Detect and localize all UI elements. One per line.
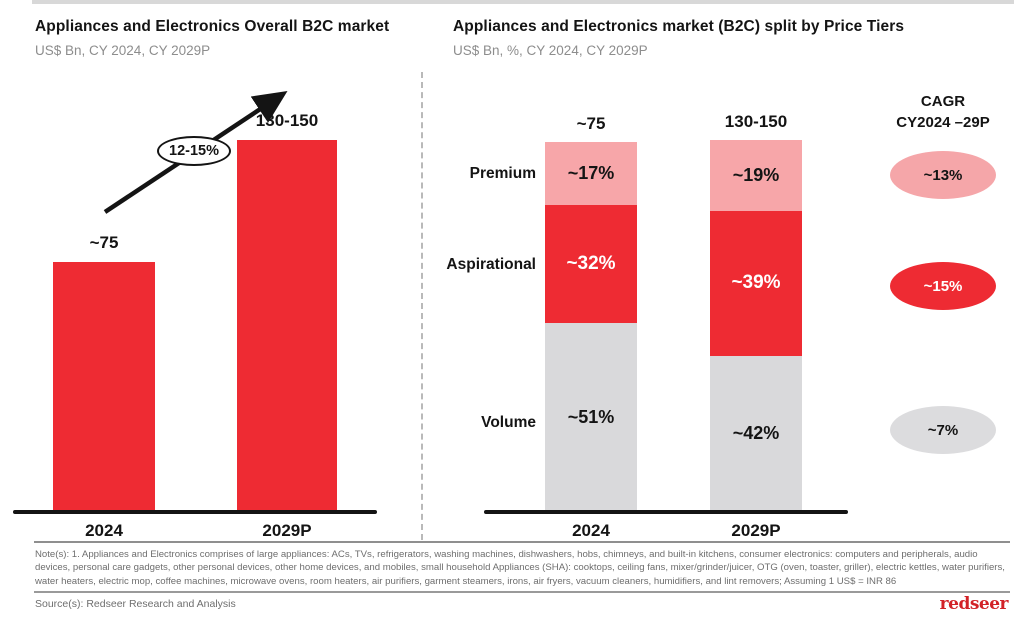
- tier-label-premium: Premium: [469, 165, 536, 182]
- right-axis-label-2029p: 2029P: [731, 521, 781, 540]
- bar-value-2024: ~75: [89, 233, 119, 252]
- bar-value-2029p: 130-150: [255, 111, 319, 130]
- segment-premium-2024: ~17%: [545, 142, 637, 205]
- right-chart-subtitle: US$ Bn, %, CY 2024, CY 2029P: [453, 43, 648, 58]
- footer-rule-top: [34, 541, 1010, 543]
- bar-2029p: [237, 140, 337, 512]
- segment-aspirational-2024: ~32%: [545, 204, 637, 324]
- tier-label-volume: Volume: [481, 414, 536, 431]
- segment-aspirational-2029p: ~39%: [710, 210, 802, 356]
- cagr-header: CAGR CY2024 –29P: [866, 91, 1020, 133]
- stacked-bar-2029p: ~19% ~39% ~42%: [710, 140, 802, 512]
- left-x-axis: [13, 510, 377, 514]
- segment-volume-2029p: ~42%: [710, 355, 802, 512]
- left-chart-subtitle: US$ Bn, CY 2024, CY 2029P: [35, 43, 211, 58]
- redseer-logo: redseer: [939, 594, 1009, 614]
- cagr-badge-volume: ~7%: [890, 406, 996, 454]
- footnote-text: Note(s): 1. Appliances and Electronics c…: [35, 549, 1005, 587]
- growth-rate-badge: 12-15%: [157, 136, 231, 166]
- stack-total-2029p: 130-150: [724, 112, 788, 131]
- footer-rule-bottom: [34, 591, 1010, 593]
- segment-premium-2029p: ~19%: [710, 140, 802, 211]
- cagr-header-line1: CAGR: [920, 93, 966, 110]
- stack-total-2024: ~75: [576, 114, 606, 133]
- bar-2024: [53, 262, 155, 512]
- top-edge-strip: [32, 0, 1014, 4]
- right-chart-title: Appliances and Electronics market (B2C) …: [453, 18, 905, 35]
- cagr-badge-aspirational: ~15%: [890, 262, 996, 310]
- right-axis-label-2024: 2024: [572, 521, 610, 540]
- cagr-badge-premium: ~13%: [890, 151, 996, 199]
- cagr-header-line2: CY2024 –29P: [896, 114, 990, 131]
- right-x-axis: [484, 510, 848, 514]
- panel-divider: [421, 72, 423, 540]
- stacked-bar-2024: ~17% ~32% ~51%: [545, 142, 637, 512]
- left-chart-title: Appliances and Electronics Overall B2C m…: [35, 18, 390, 35]
- source-text: Source(s): Redseer Research and Analysis: [35, 598, 236, 610]
- left-axis-label-2029p: 2029P: [262, 521, 312, 540]
- segment-volume-2024: ~51%: [545, 323, 637, 512]
- left-axis-label-2024: 2024: [85, 521, 123, 540]
- tier-label-aspirational: Aspirational: [446, 256, 536, 273]
